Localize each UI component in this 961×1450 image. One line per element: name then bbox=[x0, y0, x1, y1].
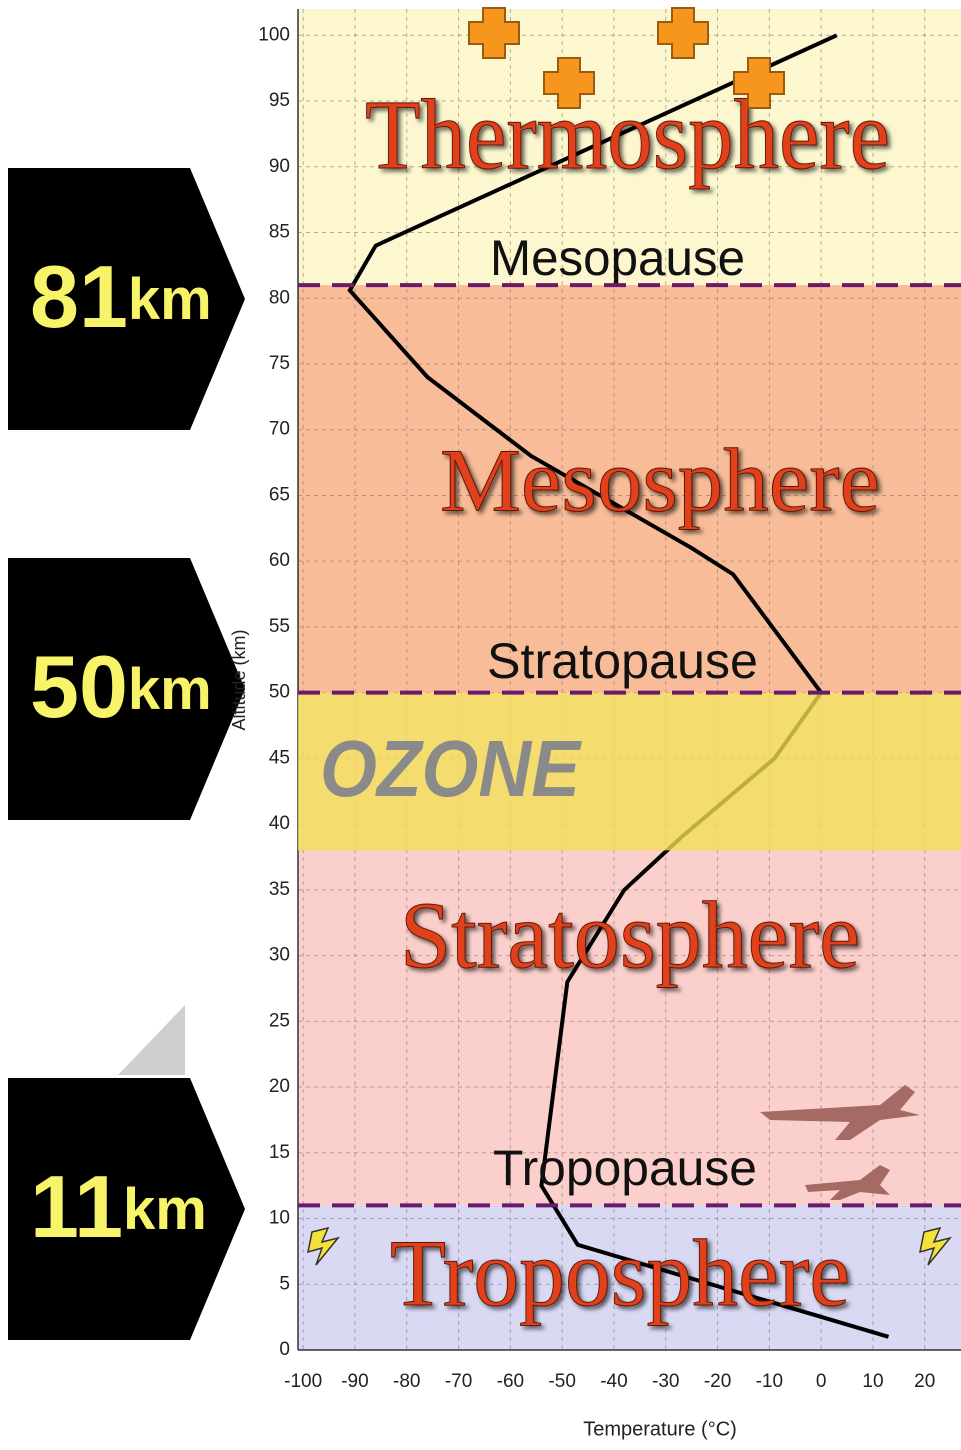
x-tick-label: -20 bbox=[704, 1371, 731, 1392]
x-axis-title: Temperature (°C) bbox=[583, 1418, 737, 1440]
x-tick-label: -80 bbox=[393, 1371, 420, 1392]
layer-label: Thermosphere bbox=[365, 79, 890, 190]
y-tick-label: 25 bbox=[269, 1010, 290, 1031]
y-axis-title: Altitude (km) bbox=[229, 629, 249, 730]
y-tick-label: 75 bbox=[269, 353, 290, 374]
y-tick-label: 55 bbox=[269, 616, 290, 637]
x-tick-label: -30 bbox=[652, 1371, 679, 1392]
x-tick-label: 10 bbox=[862, 1371, 883, 1392]
y-tick-label: 5 bbox=[279, 1273, 290, 1294]
y-tick-label: 0 bbox=[279, 1339, 290, 1360]
x-tick-label: -10 bbox=[756, 1371, 783, 1392]
x-tick-label: -70 bbox=[445, 1371, 472, 1392]
y-tick-label: 70 bbox=[269, 419, 290, 440]
ozone-label: OZONE bbox=[320, 724, 582, 813]
pause-label: Tropopause bbox=[493, 1140, 757, 1196]
marker-value: 50 bbox=[30, 637, 128, 736]
y-tick-label: 65 bbox=[269, 484, 290, 505]
x-tick-label: 20 bbox=[914, 1371, 935, 1392]
y-tick-label: 10 bbox=[269, 1208, 290, 1229]
y-tick-label: 95 bbox=[269, 90, 290, 111]
x-tick-label: -100 bbox=[284, 1371, 322, 1392]
marker-value: 11 bbox=[30, 1157, 123, 1256]
pause-label: Mesopause bbox=[490, 230, 745, 286]
y-tick-label: 45 bbox=[269, 747, 290, 768]
marker-value: 81 bbox=[30, 247, 128, 346]
x-tick-label: -90 bbox=[341, 1371, 368, 1392]
layer-label: Troposphere bbox=[390, 1220, 850, 1326]
layer-label: Mesosphere bbox=[440, 432, 880, 531]
y-tick-label: 20 bbox=[269, 1076, 290, 1097]
x-tick-label: -40 bbox=[600, 1371, 627, 1392]
y-tick-label: 15 bbox=[269, 1142, 290, 1163]
pause-label: Stratopause bbox=[487, 633, 758, 689]
y-tick-label: 50 bbox=[269, 682, 290, 703]
decor-triangle bbox=[118, 1005, 185, 1075]
marker-unit: km bbox=[123, 1177, 207, 1242]
y-tick-label: 30 bbox=[269, 945, 290, 966]
x-tick-label: 0 bbox=[816, 1371, 827, 1392]
y-tick-label: 80 bbox=[269, 287, 290, 308]
chart: 0 5 10 15 20 25 30 35 40 45 50 55 60 65 70 75 80 85 90 95 10… bbox=[0, 0, 961, 1450]
y-tick-label: 85 bbox=[269, 222, 290, 243]
layer-label: Stratosphere bbox=[400, 882, 860, 988]
marker-unit: km bbox=[128, 267, 212, 332]
y-tick-label: 100 bbox=[258, 24, 290, 45]
y-tick-label: 40 bbox=[269, 813, 290, 834]
x-tick-label: -50 bbox=[548, 1371, 575, 1392]
y-tick-label: 90 bbox=[269, 156, 290, 177]
marker-unit: km bbox=[128, 657, 212, 722]
y-tick-label: 60 bbox=[269, 550, 290, 571]
x-tick-label: -60 bbox=[497, 1371, 524, 1392]
y-tick-label: 35 bbox=[269, 879, 290, 900]
